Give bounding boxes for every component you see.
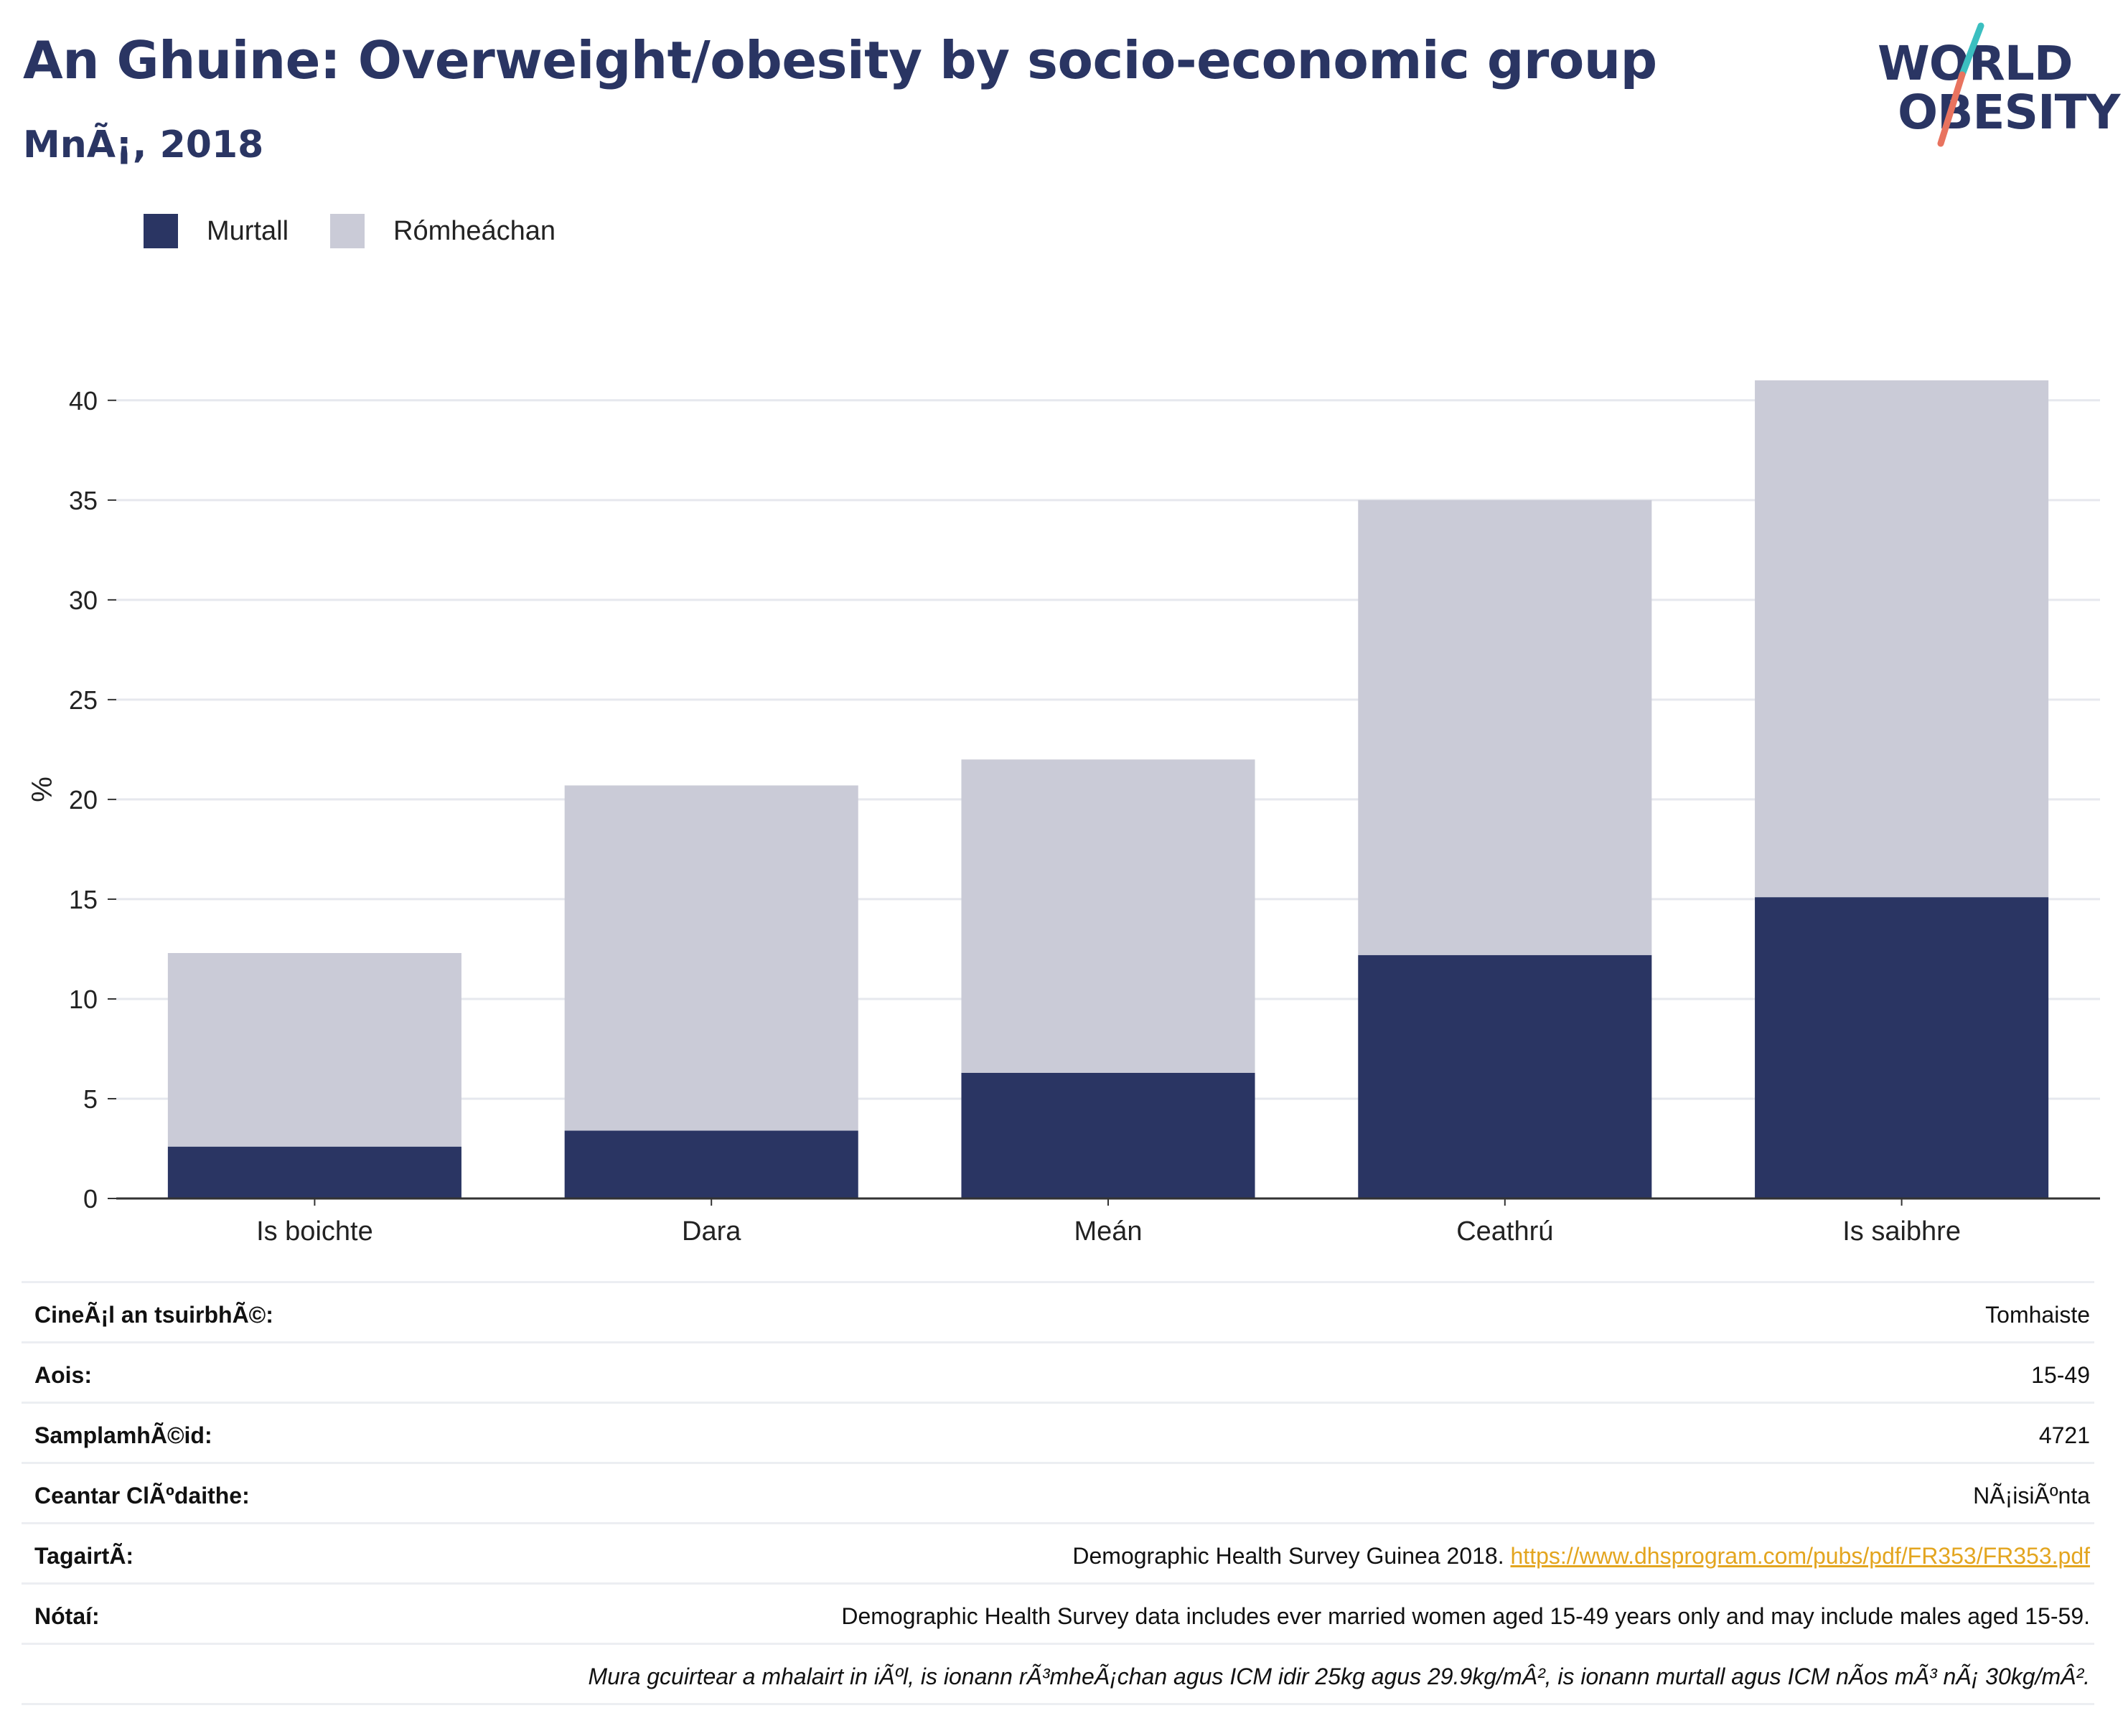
x-tick-label: Meán: [1074, 1216, 1142, 1247]
reference-link[interactable]: https://www.dhsprogram.com/pubs/pdf/FR35…: [1510, 1543, 2091, 1569]
world-obesity-logo: WORLD OBESITY: [1866, 22, 2120, 151]
bar-murtall: [167, 1146, 461, 1198]
info-table: CineÃ¡l an tsuirbhÃ©: Tomhaiste Aois: 15…: [22, 1281, 2094, 1705]
y-tick-label: 5: [83, 1084, 98, 1114]
info-row-age: Aois: 15-49: [22, 1341, 2094, 1402]
logo-line-2: OBESITY: [1898, 85, 2120, 140]
legend-swatch-murtall: [144, 214, 178, 248]
info-row-reference: TagairtÃ: Demographic Health Survey Guin…: [22, 1522, 2094, 1582]
y-tick-label: 25: [69, 685, 98, 715]
bar-murtall: [564, 1130, 858, 1198]
bar-romheachan: [1755, 380, 2049, 898]
info-value: Demographic Health Survey Guinea 2018. h…: [1072, 1543, 2090, 1570]
y-tick-label: 10: [69, 985, 98, 1014]
x-tick-label: Is boichte: [256, 1216, 373, 1247]
legend-label-murtall: Murtall: [207, 215, 289, 246]
y-tick-label: 30: [69, 586, 98, 615]
legend-item-romheachan: Rómheáchan: [330, 212, 556, 250]
x-tick-label: Dara: [682, 1216, 741, 1247]
bar-murtall: [961, 1072, 1255, 1198]
chart-subtitle: MnÃ¡, 2018: [23, 123, 264, 166]
legend-item-murtall: Murtall: [144, 212, 289, 250]
info-value: 15-49: [2031, 1362, 2090, 1388]
bar-romheachan: [961, 759, 1255, 1073]
bar-romheachan: [167, 953, 461, 1147]
info-key: Ceantar ClÃºdaithe:: [34, 1483, 250, 1509]
bar-romheachan: [564, 785, 858, 1131]
y-tick-label: 20: [69, 785, 98, 815]
reference-text: Demographic Health Survey Guinea 2018.: [1072, 1543, 1504, 1569]
info-key: CineÃ¡l an tsuirbhÃ©:: [34, 1302, 273, 1328]
legend-label-romheachan: Rómheáchan: [393, 215, 556, 246]
info-row-definition-note: Mura gcuirtear a mhalairt in iÃºl, is io…: [22, 1643, 2094, 1705]
info-key: SamplamhÃ©id:: [34, 1422, 212, 1448]
y-tick-label: 40: [69, 386, 98, 416]
y-tick-label: 35: [69, 486, 98, 515]
info-key: TagairtÃ:: [34, 1543, 134, 1569]
info-value: 4721: [2038, 1422, 2090, 1448]
y-tick-label: 15: [69, 885, 98, 914]
chart-title: An Ghuine: Overweight/obesity by socio-e…: [23, 30, 1657, 90]
y-axis-label: %: [27, 776, 58, 802]
bar-romheachan: [1358, 499, 1652, 955]
x-tick-label: Is saibhre: [1842, 1216, 1961, 1247]
info-value: NÃ¡isiÃºnta: [1973, 1483, 2090, 1509]
info-key: Nótaí:: [34, 1603, 100, 1629]
legend-swatch-romheachan: [330, 214, 365, 248]
info-key: Aois:: [34, 1362, 92, 1388]
info-row-sample-size: SamplamhÃ©id: 4721: [22, 1402, 2094, 1462]
info-value: Demographic Health Survey data includes …: [841, 1603, 2090, 1629]
info-row-notes: Nótaí: Demographic Health Survey data in…: [22, 1582, 2094, 1643]
y-tick-label: 0: [83, 1184, 98, 1214]
info-value: Mura gcuirtear a mhalairt in iÃºl, is io…: [588, 1664, 2090, 1689]
info-value: Tomhaiste: [1985, 1302, 2090, 1328]
x-tick-label: Ceathrú: [1456, 1216, 1553, 1247]
bar-murtall: [1755, 897, 2049, 1198]
logo-slash-icon: [1937, 22, 1984, 147]
info-row-survey-type: CineÃ¡l an tsuirbhÃ©: Tomhaiste: [22, 1281, 2094, 1341]
bar-chart: 0 5 10 15 20 25 30 35 40% Is boichte Dara Meán Ceath…: [27, 380, 2100, 1247]
bar-murtall: [1358, 954, 1652, 1198]
info-row-area-covered: Ceantar ClÃºdaithe: NÃ¡isiÃºnta: [22, 1462, 2094, 1522]
